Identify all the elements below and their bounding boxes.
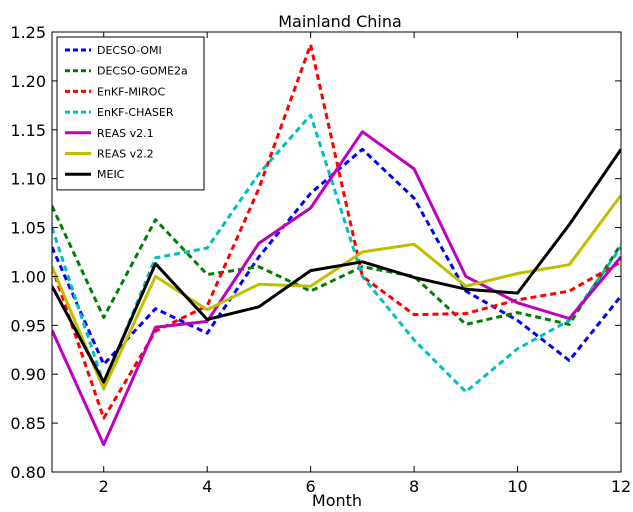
series-line-meic [52, 148, 621, 384]
x-tick-label: 12 [611, 477, 631, 496]
plot-frame [51, 31, 622, 473]
plot-area: 2 4 6 8 10 12 0.80 0.85 0.90 0.95 1.00 1.05 1.10 1.15… [10, 23, 631, 496]
series-line-reas-v2-2 [52, 194, 621, 391]
series-group [52, 43, 621, 447]
legend-label: REAS v2.2 [97, 148, 154, 161]
series-line-decso-omi [52, 147, 621, 366]
y-tick-label: 1.10 [10, 170, 46, 189]
series-line-reas-v2-1 [52, 130, 621, 447]
legend-label: DECSO-OMI [97, 44, 162, 57]
y-tick-label: 0.85 [10, 414, 46, 433]
x-tick-label: 10 [507, 477, 527, 496]
y-tick-label: 1.25 [10, 23, 46, 42]
x-tick-label: 4 [202, 477, 212, 496]
legend-label: DECSO-GOME2a [97, 65, 188, 78]
y-tick-label: 1.20 [10, 72, 46, 91]
y-tick-label: 0.80 [10, 463, 46, 482]
legend-label: EnKF-CHASER [97, 106, 174, 119]
y-tick-label: 1.15 [10, 121, 46, 140]
x-tick-label: 6 [306, 477, 316, 496]
series-line-decso-gome2a [52, 205, 621, 326]
legend-label: REAS v2.1 [97, 127, 154, 140]
y-tick-label: 1.05 [10, 219, 46, 238]
legend: DECSO-OMI DECSO-GOME2a EnKF-MIROC EnKF-CHAS… [56, 36, 205, 191]
x-tick-label: 8 [409, 477, 419, 496]
chart-title: Mainland China [278, 12, 402, 31]
legend-label: EnKF-MIROC [97, 85, 165, 98]
y-tick-label: 0.90 [10, 365, 46, 384]
y-tick-label: 1.00 [10, 267, 46, 286]
y-tick-label: 0.95 [10, 316, 46, 335]
x-axis-label: Month [312, 491, 362, 510]
x-tick-label: 2 [99, 477, 109, 496]
legend-label: MEIC [97, 168, 125, 181]
series-line-enkf-chaser [52, 113, 621, 394]
